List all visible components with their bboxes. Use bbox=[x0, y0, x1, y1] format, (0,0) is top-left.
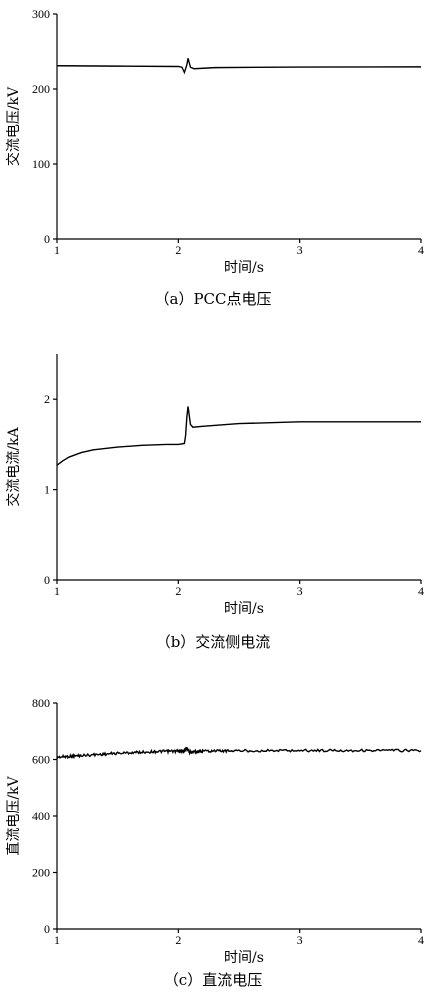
x-tick-label: 4 bbox=[418, 933, 424, 947]
y-axis-label: 交流电压/kV bbox=[5, 86, 22, 166]
chart-panel-0: 0 100 200 300 1 2 3 4 时间/s 交流电压/kV （a）PCC点电压 bbox=[5, 7, 424, 308]
chart-panel-2: 0 200 400 600 800 1 2 3 4 时间/s 直流电压/kV （c）直流电压 bbox=[5, 696, 424, 989]
y-tick-label: 1 bbox=[44, 483, 50, 497]
y-axis-label: 直流电压/kV bbox=[5, 775, 22, 855]
chart-caption: （c）直流电压 bbox=[164, 971, 262, 989]
x-tick-label: 3 bbox=[297, 584, 303, 598]
data-series-line bbox=[56, 58, 422, 75]
y-tick-label: 0 bbox=[44, 232, 50, 246]
x-tick-label: 4 bbox=[418, 584, 424, 598]
y-tick-label: 2 bbox=[44, 392, 50, 406]
y-tick-label: 200 bbox=[32, 866, 50, 880]
y-tick-label: 800 bbox=[32, 696, 50, 710]
x-tick-label: 1 bbox=[54, 584, 60, 598]
y-tick-label: 300 bbox=[32, 7, 50, 21]
x-tick-label: 2 bbox=[175, 584, 181, 598]
y-tick-label: 600 bbox=[32, 753, 50, 767]
x-tick-label: 3 bbox=[297, 933, 303, 947]
data-series-line bbox=[56, 746, 422, 760]
x-tick-label: 1 bbox=[54, 243, 60, 257]
y-tick-label: 200 bbox=[32, 82, 50, 96]
y-tick-label: 0 bbox=[44, 573, 50, 587]
x-axis-label: 时间/s bbox=[224, 950, 264, 966]
data-series-line bbox=[56, 406, 421, 466]
x-axis-label: 时间/s bbox=[224, 601, 264, 617]
x-tick-label: 4 bbox=[418, 243, 424, 257]
x-axis-label: 时间/s bbox=[224, 260, 264, 276]
chart-caption: （b）交流侧电流 bbox=[156, 633, 271, 651]
y-tick-label: 0 bbox=[44, 922, 50, 936]
x-tick-label: 2 bbox=[175, 243, 181, 257]
y-tick-label: 400 bbox=[32, 809, 50, 823]
y-tick-label: 100 bbox=[32, 157, 50, 171]
chart-caption: （a）PCC点电压 bbox=[155, 290, 272, 308]
x-tick-label: 2 bbox=[175, 933, 181, 947]
x-tick-label: 1 bbox=[54, 933, 60, 947]
y-axis-label: 交流电流/kA bbox=[5, 426, 22, 506]
x-tick-label: 3 bbox=[297, 243, 303, 257]
